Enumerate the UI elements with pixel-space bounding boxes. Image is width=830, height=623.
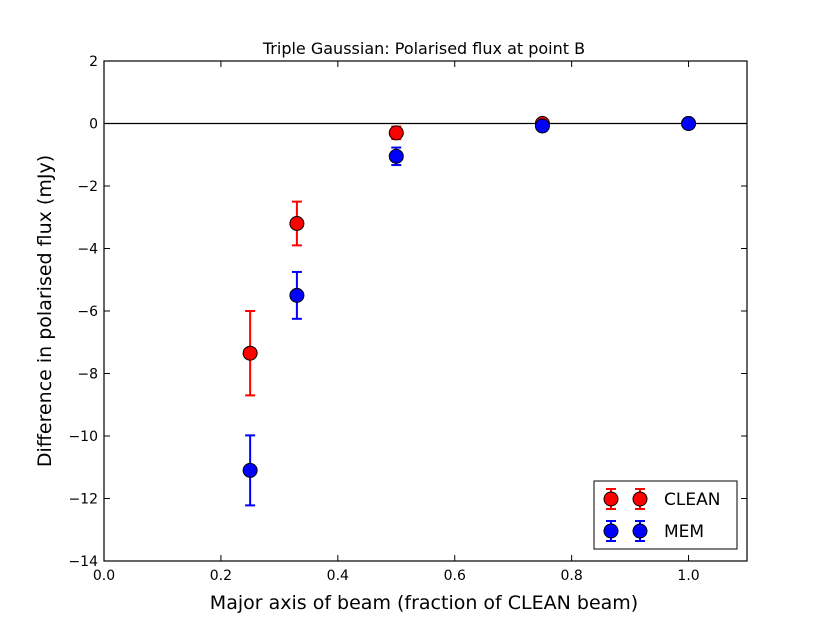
- marker: [242, 345, 258, 361]
- legend-label: MEM: [664, 522, 704, 542]
- data-point-mem-0: [242, 434, 258, 507]
- marker: [388, 125, 404, 141]
- legend-marker: [632, 523, 648, 539]
- y-tick-label: −14: [68, 554, 98, 570]
- legend: CLEAN MEM: [593, 480, 738, 550]
- x-tick-label: 0.0: [93, 568, 115, 584]
- x-tick-label: 0.6: [444, 568, 466, 584]
- y-tick-label: 2: [89, 54, 98, 70]
- legend-box: [593, 480, 738, 550]
- y-tick-label: −12: [68, 492, 98, 508]
- x-tick-label: 0.4: [327, 568, 349, 584]
- data-point-mem-3: [534, 118, 550, 134]
- y-axis-label: Difference in polarised flux (mJy): [34, 155, 56, 467]
- marker: [681, 116, 697, 131]
- data-point-mem-1: [289, 270, 305, 320]
- data-point-mem-4: [681, 116, 697, 131]
- y-tick-label: −2: [77, 179, 98, 195]
- marker: [289, 287, 305, 303]
- data-point-clean-1: [289, 200, 305, 247]
- x-tick-label: 1.0: [677, 568, 699, 584]
- marker: [534, 118, 550, 134]
- y-tick-label: 0: [89, 117, 98, 133]
- x-tick-label: 0.2: [210, 568, 232, 584]
- y-tick-label: −4: [77, 242, 98, 258]
- x-tick-label: 0.8: [561, 568, 583, 584]
- marker: [388, 148, 404, 164]
- plot-area: [104, 116, 747, 507]
- y-tick-label: −6: [77, 304, 98, 320]
- x-axis-label: Major axis of beam (fraction of CLEAN be…: [210, 592, 638, 614]
- marker: [242, 462, 258, 478]
- axis-ticks: 0.0 0.2 0.4 0.6 0.8 1.0 −14 −12 −10 −8 −6 −4 −2 0 2: [68, 54, 748, 584]
- legend-marker: [603, 491, 619, 507]
- data-point-clean-2: [388, 125, 404, 141]
- data-point-mem-2: [388, 146, 404, 167]
- chart-title: Triple Gaussian: Polarised flux at point…: [262, 39, 585, 58]
- data-point-clean-0: [242, 310, 258, 397]
- y-tick-label: −10: [68, 429, 98, 445]
- legend-marker: [603, 523, 619, 539]
- legend-marker: [632, 491, 648, 507]
- marker: [289, 216, 305, 231]
- legend-entry-mem: MEM: [603, 520, 704, 542]
- legend-entry-clean: CLEAN: [603, 488, 720, 510]
- y-tick-label: −8: [77, 367, 98, 383]
- legend-label: CLEAN: [664, 490, 720, 510]
